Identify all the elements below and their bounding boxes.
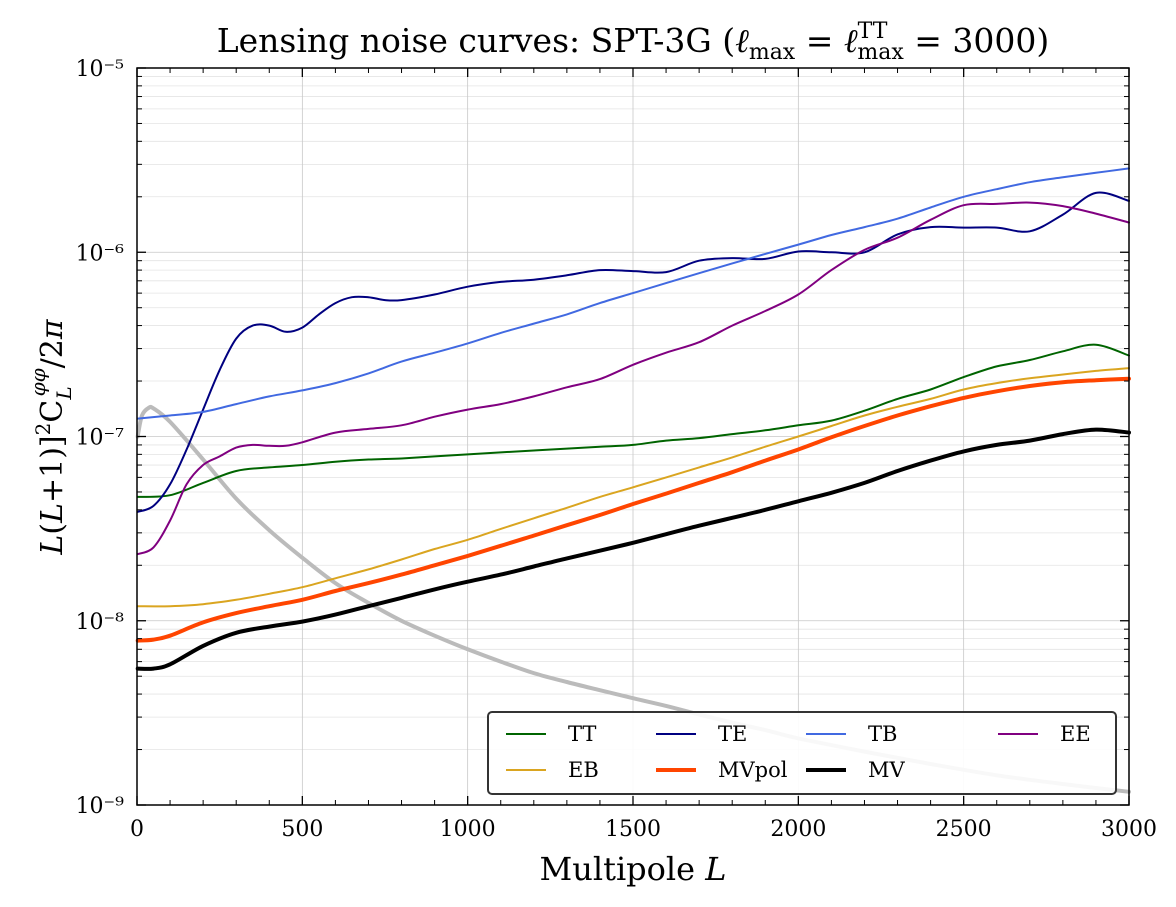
x-tick-labels: 0 500 1000 1500 2000 2500 3000	[130, 817, 1157, 842]
y-tick-label: 10⁻⁸	[76, 610, 125, 635]
legend: TT TE TB EE EB MVpol MV	[487, 711, 1117, 795]
axis-ticks	[136, 67, 1130, 806]
y-axis-label: L(L+1)]2CLφφ/2π	[26, 318, 76, 555]
y-tick-label: 10⁻⁵	[76, 57, 124, 82]
chart-title: Lensing noise curves: SPT-3G (ℓmax = ℓTT…	[217, 19, 1050, 65]
x-tick-label: 3000	[1101, 817, 1157, 842]
x-tick-label: 2000	[770, 817, 826, 842]
legend-box	[487, 711, 1117, 795]
grid	[136, 67, 1130, 806]
x-tick-label: 1000	[440, 817, 496, 842]
y-tick-labels: 10⁻⁹ 10⁻⁸ 10⁻⁷ 10⁻⁶ 10⁻⁵	[76, 57, 125, 819]
series-line-mvpol	[135, 376, 1131, 643]
x-tick-label: 2500	[936, 817, 992, 842]
x-tick-label: 0	[130, 817, 144, 842]
legend-label-tt: TT	[568, 722, 596, 746]
x-axis-label: Multipole L	[539, 850, 726, 888]
y-tick-label: 10⁻⁶	[76, 241, 125, 266]
series-line-tt	[136, 343, 1130, 498]
series-line-eb	[136, 367, 1130, 608]
legend-label-ee: EE	[1060, 722, 1091, 746]
legend-label-mvpol: MVpol	[718, 758, 788, 782]
legend-label-te: TE	[718, 722, 747, 746]
x-tick-label: 1500	[605, 817, 661, 842]
series-line-te	[136, 191, 1130, 513]
y-tick-label: 10⁻⁷	[76, 426, 125, 451]
x-tick-label: 500	[281, 817, 323, 842]
y-tick-label: 10⁻⁹	[76, 794, 125, 819]
series-line-mv	[135, 427, 1131, 671]
legend-label-eb: EB	[568, 758, 599, 782]
series-line-tb	[136, 167, 1130, 420]
svg-text:L(L+1)]2CLφφ/2π: L(L+1)]2CLφφ/2π	[26, 318, 76, 555]
legend-label-tb: TB	[868, 722, 897, 746]
series-line-ee	[136, 201, 1130, 556]
legend-label-mv: MV	[868, 758, 906, 782]
